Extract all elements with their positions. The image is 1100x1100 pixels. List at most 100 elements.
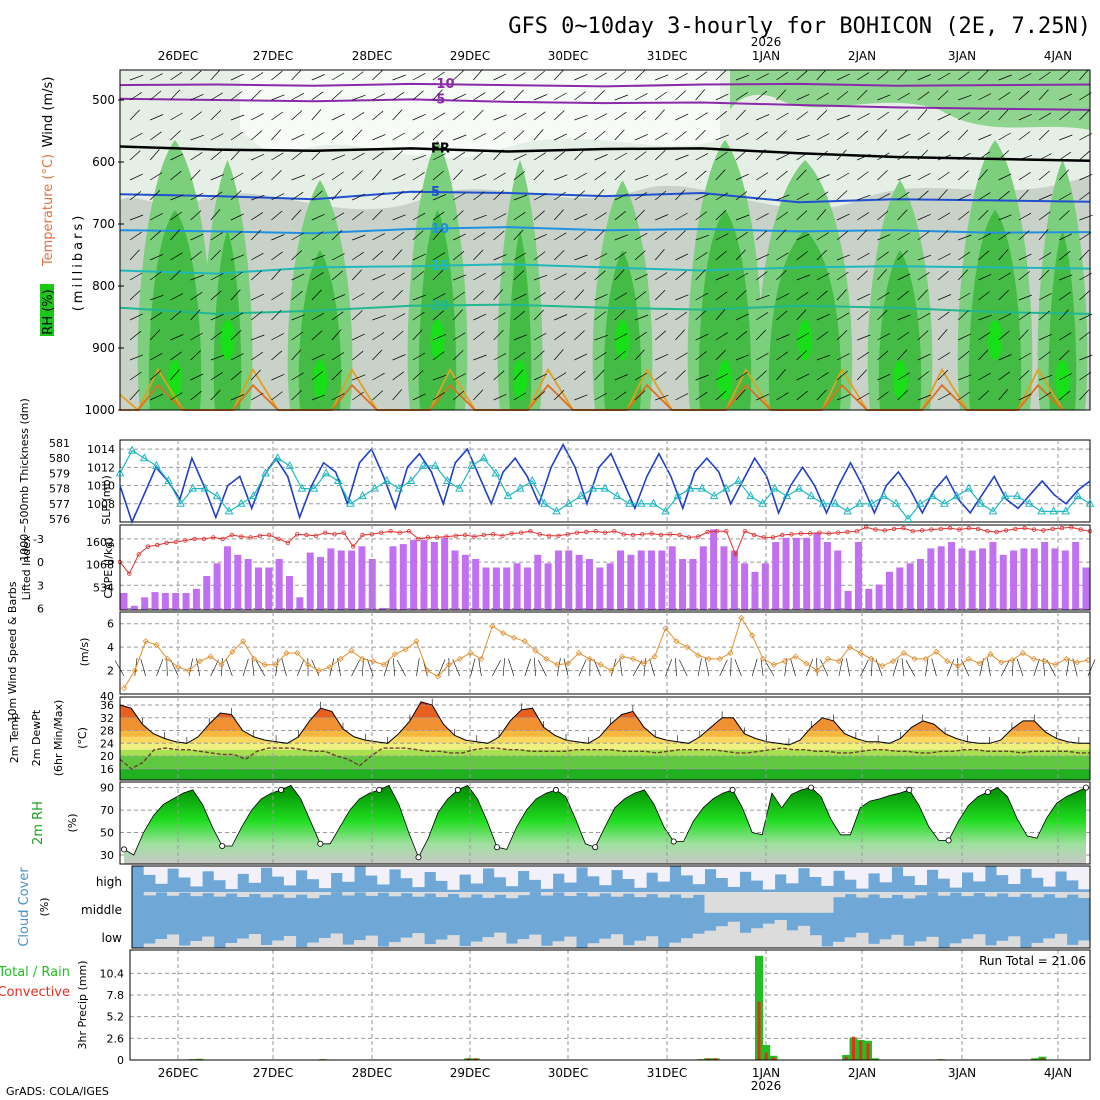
wind-barb — [857, 252, 870, 261]
wind-barb — [856, 130, 869, 141]
wind-barb — [998, 371, 1011, 381]
wind-barb — [675, 230, 686, 241]
wind-barb — [614, 152, 628, 161]
wind-barb — [311, 312, 325, 321]
lifted-index-point — [397, 530, 402, 535]
wind-barb — [149, 370, 161, 381]
wind-barb — [190, 350, 202, 361]
wind-barb — [271, 129, 282, 141]
wind-barb — [735, 249, 746, 261]
thickness-point — [346, 498, 355, 507]
wind-barb — [978, 390, 990, 401]
wind10-point — [976, 660, 983, 667]
cloud-cell-high — [868, 866, 881, 874]
wind-barb — [311, 394, 326, 401]
cloud-cell-middle — [237, 892, 250, 897]
wind-barb — [574, 213, 588, 221]
wind-barb — [1079, 389, 1090, 401]
rh2m-tick: 50 — [100, 827, 114, 840]
wind-barb — [230, 149, 241, 161]
wind-barb — [1038, 229, 1049, 241]
wind-barb — [978, 134, 992, 141]
cloud-cell-low — [797, 925, 811, 948]
cloud-cell-high — [470, 866, 483, 884]
wind-barb — [553, 209, 564, 221]
wind10-barb — [846, 658, 850, 677]
cloud-cell-low — [529, 934, 542, 948]
temp-2m-series — [119, 698, 1090, 770]
lifted-index-point — [640, 532, 645, 537]
thickness-point — [406, 475, 416, 484]
wind-barb — [372, 169, 382, 181]
thickness-point — [164, 475, 173, 484]
wind-barb — [351, 310, 363, 321]
wind-barb — [493, 271, 506, 281]
wind-barb — [654, 190, 667, 201]
wind10-barb — [1016, 658, 1024, 677]
wind-barb — [392, 354, 406, 361]
lifted-index-point — [164, 540, 169, 545]
cloud-cell-high — [365, 866, 378, 876]
wind-barb — [331, 253, 345, 261]
wind-barb — [129, 272, 143, 281]
cape-bar — [637, 550, 645, 610]
lifted-index-point — [239, 534, 244, 539]
wind10-barb — [730, 657, 732, 677]
wind-barb — [937, 230, 949, 241]
rh-core — [893, 360, 907, 400]
wind10-point — [435, 673, 442, 680]
wind-barb — [594, 352, 607, 361]
wind-barb — [594, 72, 607, 81]
cape-bar — [854, 542, 862, 610]
pressure-tick: 500 — [92, 93, 115, 107]
thickness-point — [527, 475, 537, 484]
wind-barb — [574, 330, 585, 341]
cloud-cover-cells — [143, 866, 1091, 948]
wind10-point — [261, 661, 268, 668]
cloud-cell-middle — [984, 892, 998, 897]
cloud-cell-high — [283, 866, 297, 886]
cloud-cell-high — [622, 866, 635, 879]
wind-barb — [1038, 310, 1050, 321]
wind-barb — [1079, 290, 1091, 301]
wind-barb — [210, 232, 223, 241]
wind-barb — [150, 114, 164, 121]
wind-barb — [554, 133, 567, 141]
isotherm-label: 15 — [431, 259, 449, 274]
wind-barb — [331, 130, 344, 141]
temp-band — [120, 768, 1090, 780]
wind10-barb — [242, 658, 249, 677]
wind-barb — [937, 189, 948, 201]
wind-barb — [574, 254, 588, 261]
wind-barb — [453, 93, 467, 101]
wind-barb — [917, 132, 930, 141]
wind-barb — [574, 289, 585, 301]
wind10-point — [348, 647, 355, 654]
wind10-point — [640, 660, 647, 667]
wind-barb — [432, 269, 444, 281]
temp-band — [120, 736, 1090, 744]
temp-band — [120, 756, 1090, 769]
lifted-index-point — [752, 532, 757, 538]
wind-barb — [877, 152, 890, 161]
cloud-cell-high — [762, 866, 776, 890]
cloud-cell-high — [599, 866, 612, 886]
cloud-cell-low — [318, 938, 332, 948]
wind-barb — [190, 111, 203, 121]
wind10-point — [608, 667, 615, 674]
wind-barb — [877, 373, 891, 381]
cloud-cell-low — [447, 935, 460, 948]
cape-bar — [296, 597, 304, 611]
cloud-cell-middle — [447, 892, 460, 894]
lifted-index-point — [668, 532, 673, 537]
precip-conv-bar — [466, 1058, 470, 1060]
wind-barb — [836, 149, 847, 161]
wind-barb — [392, 290, 403, 301]
wind-barb — [836, 370, 848, 381]
slp-tick: 1010 — [87, 480, 115, 493]
thickness-point — [515, 483, 525, 492]
wind-barb — [351, 170, 363, 181]
slp-label: SLP (mb) — [100, 475, 113, 525]
wind-barb — [331, 369, 343, 381]
wind10-point — [240, 638, 247, 645]
